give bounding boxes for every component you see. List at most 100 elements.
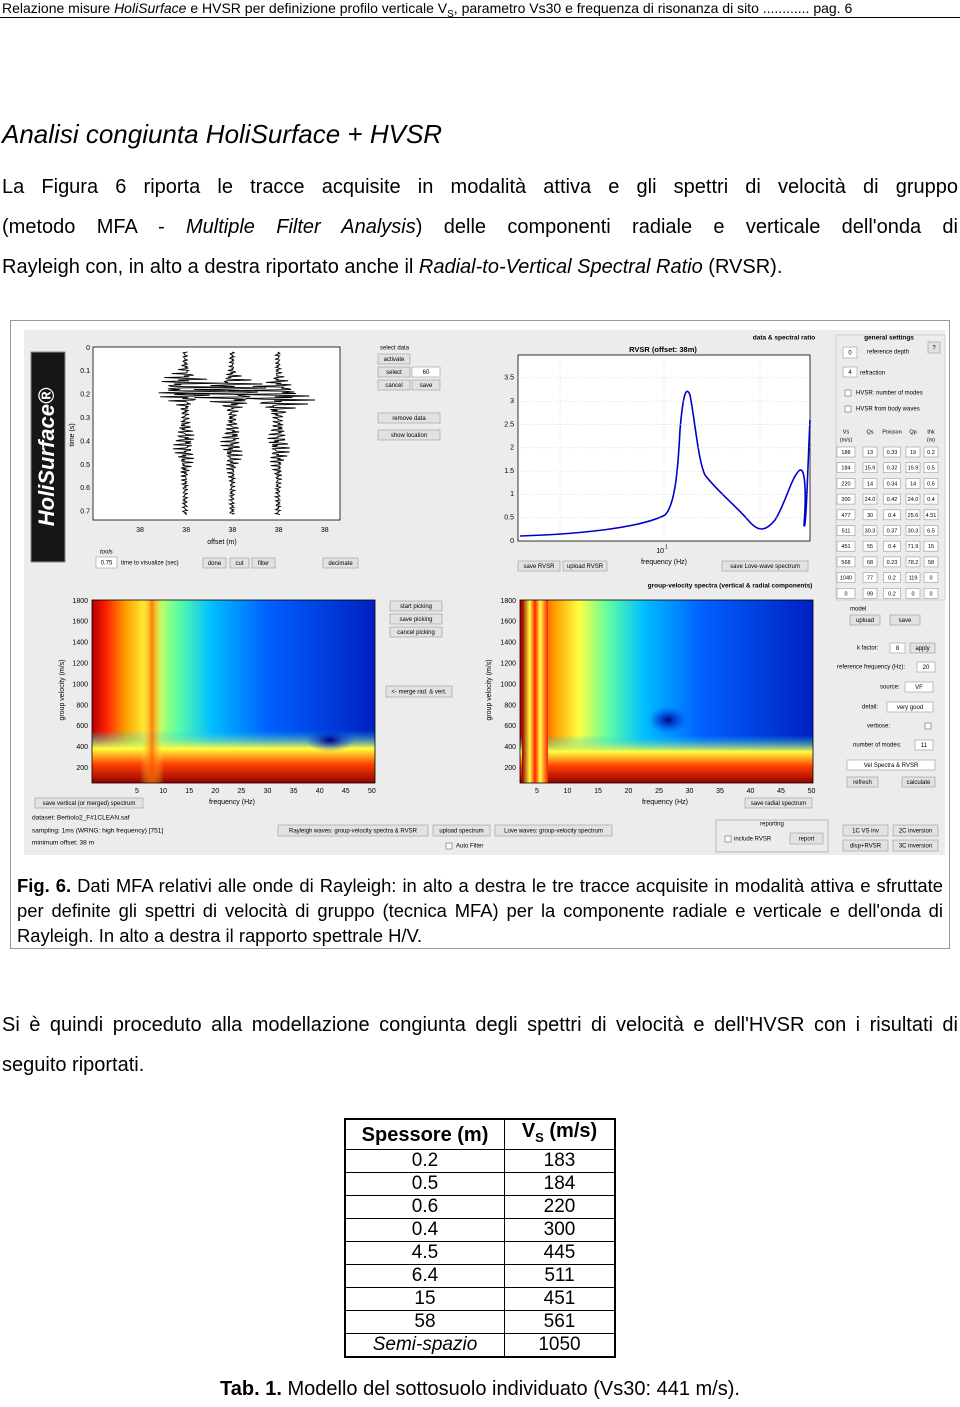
field-value: 0.75 xyxy=(101,561,113,567)
figure-box xyxy=(836,446,856,458)
table-header-row: Spessore (m) VS (m/s) xyxy=(344,1118,616,1150)
tick-label: 0 xyxy=(510,538,514,545)
tick-label: 30 xyxy=(686,788,694,795)
tick-label: 1600 xyxy=(72,619,88,626)
tick-label: 38 xyxy=(321,527,329,534)
field-value: 8 xyxy=(896,646,900,652)
figure-label: HVSR: number of modes xyxy=(856,391,923,397)
figure-label: detail: xyxy=(862,705,878,711)
button-label: disp+RVSR xyxy=(850,844,882,850)
tick-label: 200 xyxy=(504,765,516,772)
figure-box xyxy=(905,446,921,458)
tick-label: 0.4 xyxy=(80,438,90,445)
field-value: 24.0 xyxy=(908,497,919,503)
figure-label: reference depth xyxy=(867,350,909,356)
field-value: 477 xyxy=(841,513,850,519)
figure-box xyxy=(389,626,443,638)
figure-box xyxy=(789,832,824,845)
button-label: save RVSR xyxy=(524,564,556,570)
figure-box xyxy=(923,572,939,583)
button-label: remove data xyxy=(392,416,426,422)
table-body: 0.2 183 0.5 184 0.6 220 0.4 300 4.5 445 6.4 511 15 45… xyxy=(344,1149,616,1358)
logo: HoliSurface® xyxy=(34,387,59,526)
table-cell: 0.6 xyxy=(344,1195,505,1219)
button-label: report xyxy=(799,837,815,843)
header-text: HoliSurface xyxy=(114,0,187,16)
tick-label: 5 xyxy=(135,788,139,795)
figure-label: HVSR from body waves xyxy=(856,407,920,413)
figure-box xyxy=(905,556,921,568)
table-row: Semi-spazio 1050 xyxy=(344,1333,616,1358)
figure-box xyxy=(95,556,118,569)
figure-box xyxy=(923,478,939,489)
table-cell: 4.5 xyxy=(344,1241,505,1265)
header-text: Relazione misure xyxy=(2,0,115,16)
tick-label: 0.5 xyxy=(504,515,514,522)
figure-box xyxy=(34,797,144,809)
table-cell: 511 xyxy=(504,1264,616,1288)
figure-label: dataset: Bertiolo2_F#1CLEAN.saf xyxy=(32,815,130,822)
field-value: 1040 xyxy=(840,576,852,582)
tick-label: 400 xyxy=(76,744,88,751)
tick-label: 20 xyxy=(625,788,633,795)
field-value: 0.37 xyxy=(887,528,898,534)
tick-label: 15 xyxy=(185,788,193,795)
figure-box xyxy=(862,493,878,505)
tick-label: 20 xyxy=(211,788,219,795)
field-value: 119 xyxy=(909,576,918,582)
figure-label: RVSR (offset: 38m) xyxy=(629,345,697,354)
checkbox xyxy=(924,722,932,730)
figure-box xyxy=(923,509,939,521)
button-label: calculate xyxy=(907,780,931,786)
axis-label: frequency (Hz) xyxy=(641,559,687,566)
field-value: 0.4 xyxy=(927,497,935,503)
header-text: , parametro Vs30 e frequenza di risonanz… xyxy=(453,0,853,16)
field-value: 0 xyxy=(848,351,852,357)
figure-box xyxy=(883,572,901,583)
text: Multiple Filter Analysis xyxy=(186,216,416,238)
axis-label: frequency (Hz) xyxy=(209,799,255,806)
axis-label: frequency (Hz) xyxy=(642,799,688,806)
table-header: VS (m/s) xyxy=(504,1118,616,1150)
header-text: V xyxy=(521,1120,536,1142)
button-label: upload spectrum xyxy=(439,829,483,835)
field-value: 0.5 xyxy=(927,466,935,472)
axis-label: group velocity (m/s) xyxy=(59,659,66,720)
tick-label: 0.5 xyxy=(80,462,90,469)
button-label: save Love-wave spectrum xyxy=(730,564,800,570)
button-label: ? xyxy=(932,346,936,352)
field-value: 0.23 xyxy=(887,560,898,566)
field-value: 188 xyxy=(841,450,850,456)
tick-label: 600 xyxy=(76,723,88,730)
table-row: 0.6 220 xyxy=(344,1195,616,1219)
field-value: 4 xyxy=(848,370,852,376)
figure-label: time to visualize (sec) xyxy=(121,561,179,567)
table-cell: 1050 xyxy=(504,1333,616,1358)
tick-label: 1.5 xyxy=(504,468,514,475)
tick-label: 0.7 xyxy=(80,509,90,516)
tick-label: 800 xyxy=(504,702,516,709)
table-row: 15 451 xyxy=(344,1287,616,1311)
table-cell: 183 xyxy=(504,1149,616,1173)
figure-box xyxy=(385,685,453,698)
tick-label: 1200 xyxy=(72,661,88,668)
table-cell: 58 xyxy=(344,1310,505,1334)
tick-label: 0.6 xyxy=(80,485,90,492)
caption-text: Modello del sottosuolo individuato (Vs30… xyxy=(281,1378,740,1400)
field-value: 11 xyxy=(921,743,928,749)
field-value: 71.9 xyxy=(908,544,919,550)
figure-label: general settings xyxy=(864,335,914,342)
figure-box xyxy=(862,540,878,552)
figure-box xyxy=(905,462,921,474)
figure-box xyxy=(862,462,878,474)
tick-label: 1800 xyxy=(500,598,516,605)
caption-text: Dati MFA relativi alle onde di Rayleigh:… xyxy=(17,875,943,946)
tick-label: 45 xyxy=(342,788,350,795)
field-value: 68 xyxy=(867,560,873,566)
figure-box xyxy=(836,509,856,521)
tick-label: 1400 xyxy=(500,640,516,647)
figure-box xyxy=(377,366,411,378)
tick-label: 1 xyxy=(665,544,668,550)
figure-box xyxy=(862,478,878,489)
tick-label: 3.5 xyxy=(504,375,514,382)
